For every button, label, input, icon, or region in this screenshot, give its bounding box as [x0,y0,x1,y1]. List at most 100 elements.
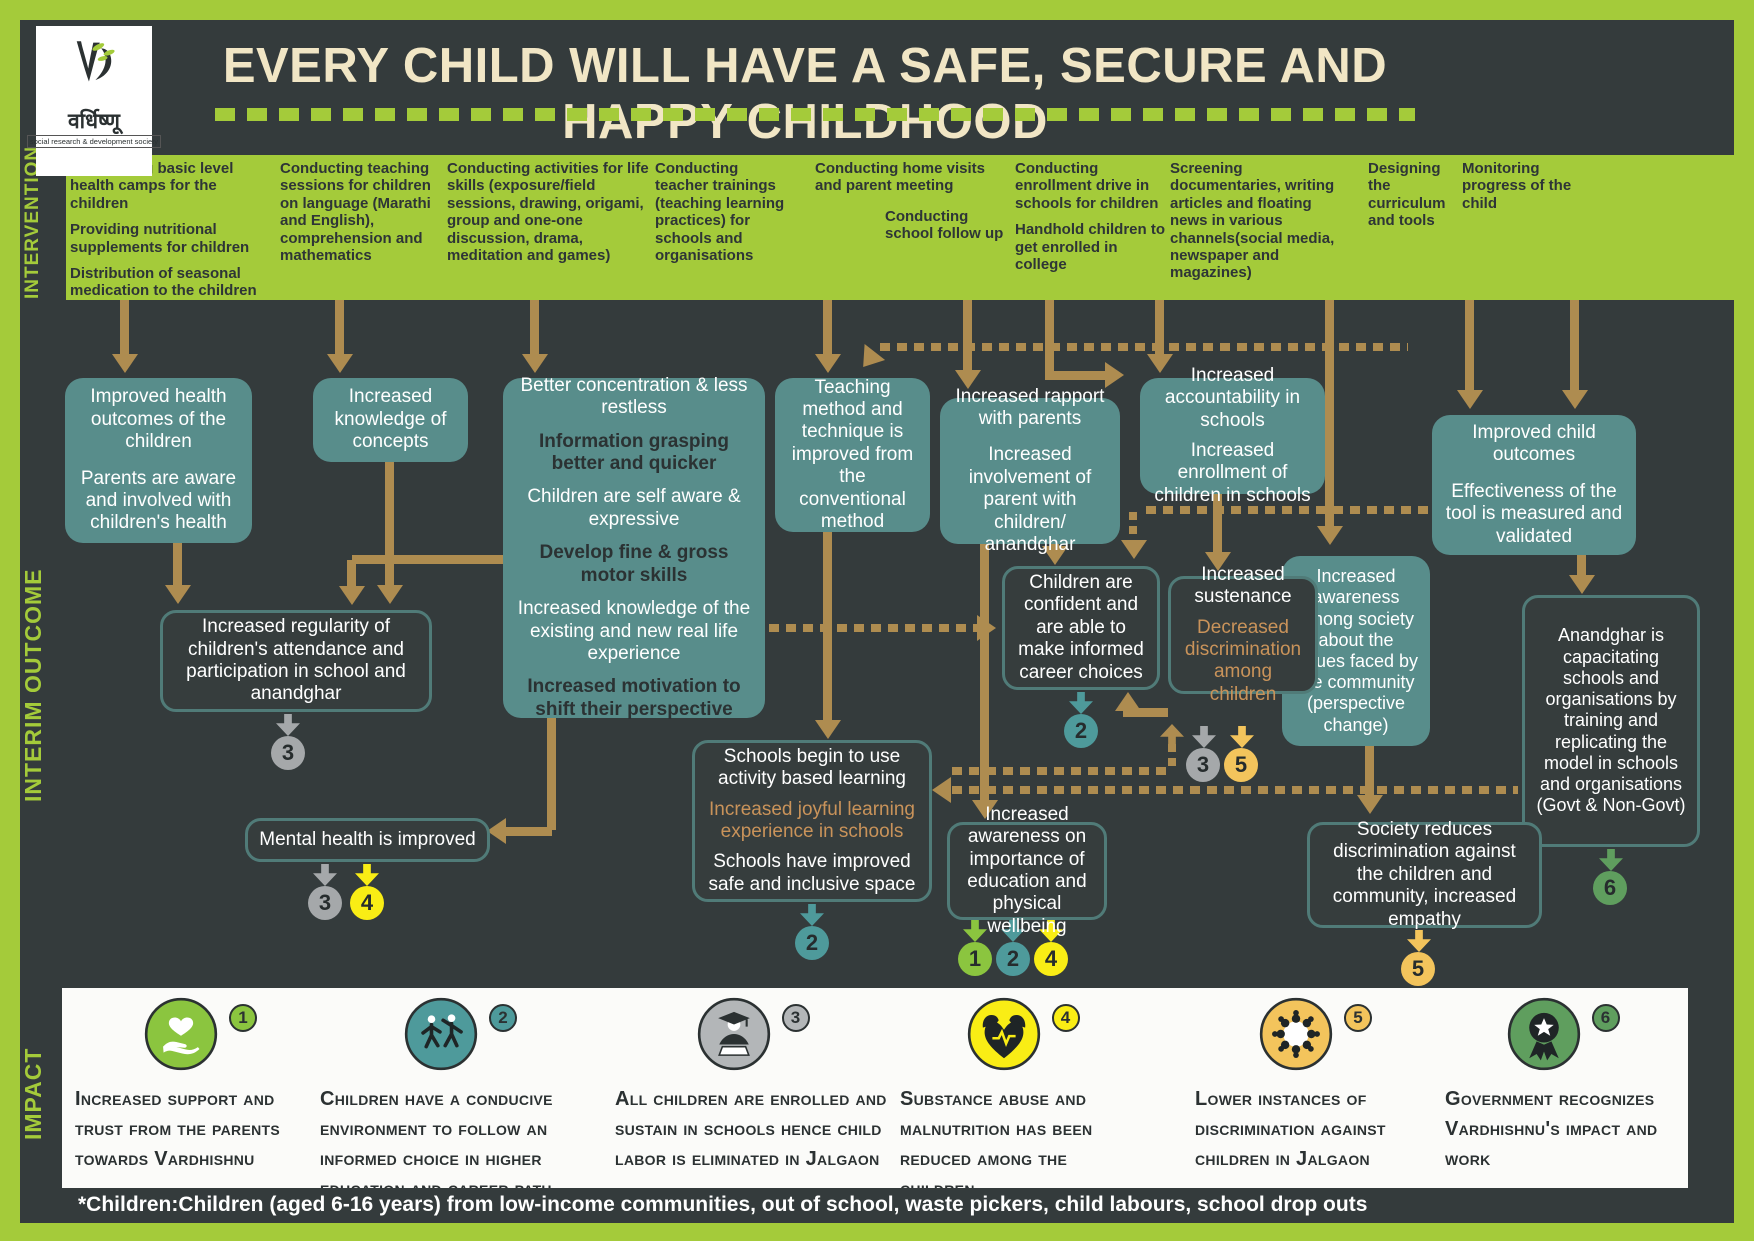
page-title: EVERY CHILD WILL HAVE A SAFE, SECURE AND… [222,39,1388,149]
impact-number-badge: 1 [958,942,992,976]
impact-number-badge: 5 [1344,1004,1372,1032]
flow-arrow [1147,354,1173,373]
impact-text: Substance abuse and malnutrition has bee… [900,1088,1093,1200]
flow-arrow [385,460,394,587]
intervention-column: Designing the curriculum and tools [1368,160,1458,230]
outcome-box-accountability: Increased accountability in schools Incr… [1140,365,1325,506]
flow-arrow [980,542,989,802]
flow-arrow-elbow [347,560,356,588]
intervention-column: Conducting enrollment drive in schools f… [1015,160,1165,273]
flow-arrow [1365,745,1374,797]
jumping-children-icon [404,997,478,1071]
impact-link-arrow [1192,726,1216,748]
flow-arrow [1213,492,1222,554]
flow-arrow [522,354,548,373]
flow-arrow [1465,300,1474,392]
flow-arrow [1577,553,1586,577]
flow-arrow [1317,526,1343,545]
flow-arrow-dashed [769,624,979,632]
impact-number-badge: 1 [229,1004,257,1032]
impact-text: Increased support and trust from the par… [75,1088,281,1170]
flow-arrow-dashed [932,777,951,803]
flow-arrow [327,354,353,373]
flow-arrow [972,800,998,819]
infographic-canvas: वर्धिष्णू social research & development … [20,20,1734,1223]
impact-band: 1 Increased support and trust from the p… [62,988,1688,1200]
logo-tagline: social research & development society [27,135,161,148]
intervention-item: Conducting school follow up [885,207,1004,243]
flow-arrow-dashed [977,615,996,641]
outcome-box-life-skills: Better concentration & less restless Inf… [503,375,765,720]
flow-arrow [823,300,832,356]
flow-arrow-elbow [352,555,503,564]
flow-arrow [165,585,191,604]
intervention-item: Conducting home visits and parent meetin… [815,160,986,195]
flow-arrow [963,300,972,372]
impact-text: Government recognizes Vardhishnu's impac… [1445,1088,1658,1170]
flow-arrow [1155,300,1164,356]
intervention-column: Conducting activities for life skills (e… [447,160,655,264]
outcome-box-mental-health: Mental health is improved [245,818,490,862]
impact-number-badge: 3 [1186,748,1220,782]
impact-text: Lower instances of discrimination agains… [1195,1088,1386,1170]
flow-arrow-elbow [1045,300,1054,380]
flow-arrow [1357,795,1383,814]
intervention-item: Conducting teaching sessions for childre… [280,160,431,264]
impact-number-badge: 2 [795,926,829,960]
flow-arrow [1562,390,1588,409]
flow-arrow [1569,575,1595,594]
outcome-box-society-awareness: Increased awareness among society about … [1282,556,1430,746]
flow-arrow [530,300,539,356]
intervention-item: Designing the curriculum and tools [1368,160,1446,230]
logo-name: वर्धिष्णू [68,110,120,133]
flow-arrow-dashed [1168,744,1176,768]
impact-number-badge: 3 [271,736,305,770]
vardhishnu-logo: वर्धिष्णू social research & development … [27,26,161,176]
impact-link-arrow [1599,849,1623,871]
impact-item: 4 Substance abuse and malnutrition has b… [900,996,1145,1204]
award-ribbon-icon [1507,997,1580,1071]
flow-arrow-elbow [1115,692,1141,711]
outcome-box-child-outcomes: Improved child outcomes Effectiveness of… [1432,415,1636,555]
title-dashed-divider [215,108,1415,121]
impact-link-arrow [1230,726,1254,748]
impact-number-badge: 4 [1051,1004,1080,1032]
flow-arrow [1570,300,1579,392]
strong-heart-icon [967,997,1040,1071]
flow-arrow-dashed [952,786,1518,794]
impact-text: Children have a conducive environment to… [320,1088,553,1200]
section-label-interim-outcome: INTERIM OUTCOME [20,568,46,802]
outcome-box-rapport: Increased rapport with parents Increased… [940,386,1120,555]
flow-arrow-dashed [1129,512,1137,540]
flow-arrow [955,370,981,389]
impact-link-arrow [276,714,300,736]
flow-arrow [112,354,138,373]
intervention-item: Conducting activities for life skills (e… [447,160,649,264]
flow-arrow [173,543,182,587]
section-label-impact: IMPACT [20,1047,46,1141]
outcome-box-activity-learning: Schools begin to use activity based lear… [692,740,932,902]
outcome-box-knowledge: Increased knowledge of concepts [313,378,468,462]
flow-arrow [377,585,403,604]
impact-link-arrow [1069,692,1093,714]
intervention-item: Screening documentaries, writing article… [1170,160,1335,282]
flow-arrow-dashed [880,343,1408,351]
hand-heart-icon [144,997,218,1071]
impact-text: All children are enrolled and sustain in… [615,1088,887,1170]
intervention-item: Distribution of seasonal medication to t… [70,264,257,300]
flow-arrow [815,354,841,373]
intervention-item: Conducting enrollment drive in schools f… [1015,160,1159,212]
intervention-column: Conducting home visits and parent meetin… [815,160,1015,243]
impact-number-badge: 2 [1064,714,1098,748]
outcome-box-society-empathy: Society reduces discrimination against t… [1307,819,1542,930]
impact-number-badge: 4 [350,886,384,920]
flow-arrow-dashed [952,767,1168,775]
community-circle-icon [1259,997,1333,1071]
outcome-box-education-awareness: Increased awareness on importance of edu… [947,804,1107,937]
impact-number-badge: 6 [1591,1004,1620,1032]
flow-arrow-elbow [487,818,506,844]
intervention-item: Handhold children to get enrolled in col… [1015,221,1165,273]
graduate-laptop-icon [697,997,770,1071]
footer-bar [20,1188,1734,1223]
outcome-box-sustenance: Increased sustenance Decreased discrimin… [1168,564,1318,705]
